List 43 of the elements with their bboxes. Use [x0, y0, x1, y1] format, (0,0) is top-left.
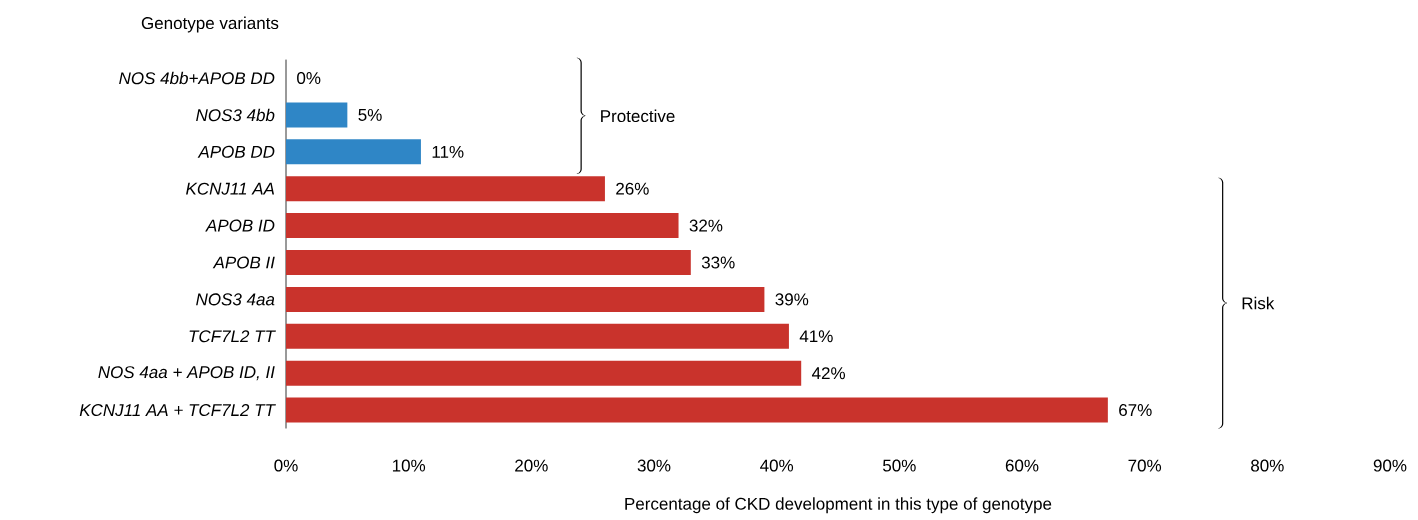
data-label: 39% [775, 293, 809, 306]
bar [286, 286, 765, 312]
y-tick-label: NOS3 4aa [196, 293, 275, 306]
x-tick-label: 70% [1128, 459, 1162, 472]
data-label: 33% [701, 256, 735, 269]
y-tick-label: NOS 4aa + APOB ID, II [98, 366, 275, 381]
bar [286, 102, 348, 128]
y-tick-label: KCNJ11 AA [186, 182, 274, 195]
y-tick-label: NOS 4bb+APOB DD [119, 71, 275, 85]
x-tick-label: 40% [760, 459, 794, 472]
bar [286, 213, 679, 239]
y-tick-label: TCF7L2 TT [189, 330, 276, 343]
x-tick-label: 90% [1373, 459, 1407, 472]
x-tick-label: 60% [1005, 459, 1039, 472]
bar [286, 176, 605, 202]
x-tick-label: 20% [515, 459, 548, 472]
data-label: 67% [1119, 404, 1152, 417]
y-tick-label: APOB ID [205, 219, 275, 232]
data-label: 26% [616, 182, 649, 195]
bar [286, 360, 802, 386]
data-label: 0% [297, 72, 321, 85]
x-tick-label: 30% [637, 459, 671, 472]
y-tick-label: KCNJ11 AA + TCF7L2 TT [79, 404, 276, 417]
data-label: 41% [799, 330, 833, 343]
y-axis-title: Genotype variants [141, 16, 279, 33]
data-label: 11% [432, 145, 464, 158]
y-tick-label: APOB DD [197, 145, 275, 158]
data-label: 42% [811, 367, 846, 380]
data-label: 32% [689, 219, 723, 232]
bar [286, 250, 691, 276]
x-tick-label: 10% [392, 459, 426, 472]
y-tick-label: NOS3 4bb [196, 108, 275, 122]
x-tick-label: 0% [274, 459, 298, 472]
annotation: Risk [1242, 296, 1275, 310]
bar [286, 397, 1108, 423]
annotation: Protective [601, 109, 675, 123]
bar [286, 139, 421, 165]
y-tick-label: APOB II [212, 256, 275, 269]
bar [286, 323, 789, 349]
x-tick-label: 80% [1251, 459, 1284, 472]
x-tick-label: 50% [883, 459, 916, 472]
data-label: 5% [358, 109, 382, 121]
x-axis-title: Percentage of CKD development in this type of genotype [625, 497, 1052, 514]
